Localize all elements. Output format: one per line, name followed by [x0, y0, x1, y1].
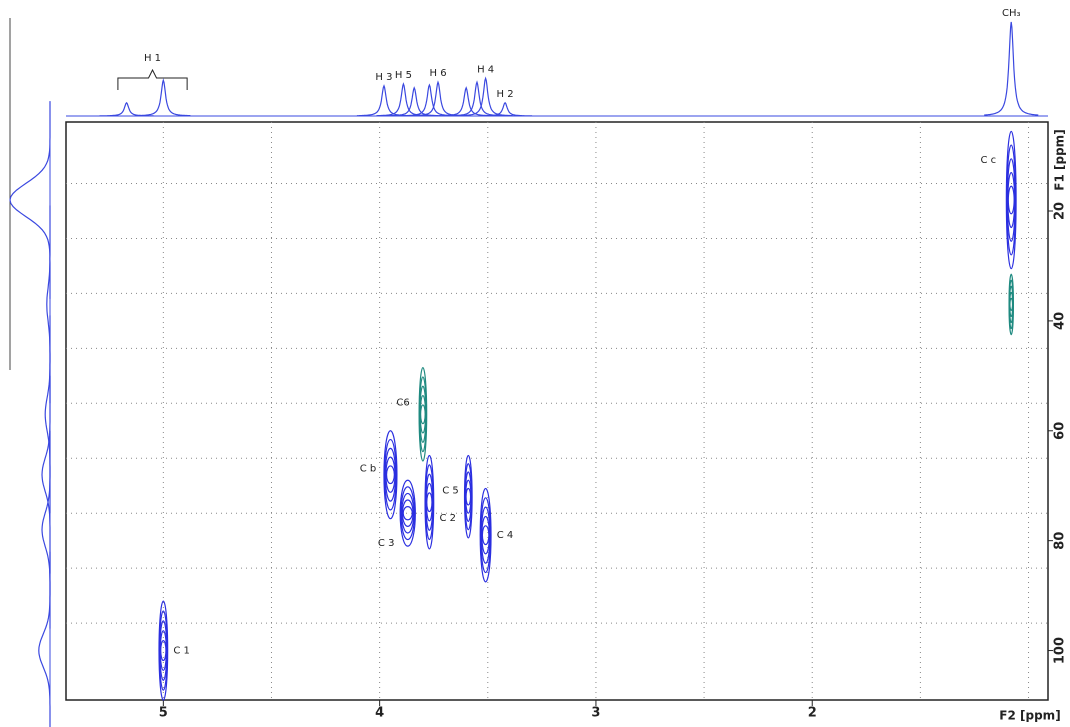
peak-label: H 2 — [497, 89, 514, 100]
peak-label: C 3 — [378, 538, 395, 549]
peak-label: H 5 — [395, 70, 412, 81]
projection-peak — [984, 21, 1039, 116]
projection-peak — [41, 430, 51, 629]
peak-label: C 5 — [442, 486, 459, 497]
projection-peak — [478, 101, 533, 117]
y-tick-label: 100 — [1053, 637, 1068, 664]
peak-label: H 6 — [430, 68, 447, 79]
projection-peak — [387, 86, 442, 117]
projection-peak — [38, 551, 51, 727]
projection-peak — [356, 84, 411, 117]
y-tick-label: 60 — [1053, 422, 1068, 440]
x-tick-label: 5 — [159, 706, 168, 721]
projection-peak — [136, 78, 191, 117]
x-tick-label: 2 — [808, 706, 817, 721]
peak-label: C c — [981, 155, 997, 166]
contour — [160, 640, 167, 662]
peak-label: CH₃ — [1002, 8, 1021, 19]
contour — [399, 479, 416, 547]
peak-label: C 1 — [173, 646, 190, 657]
projection-peak — [439, 86, 494, 117]
contour — [385, 456, 396, 493]
contour — [385, 465, 395, 485]
contour — [1009, 297, 1014, 312]
y-tick-label: 80 — [1053, 532, 1068, 550]
contour — [384, 447, 397, 502]
peak-label: C b — [360, 464, 377, 475]
projection-peak — [41, 375, 51, 574]
x-tick-label: 3 — [591, 706, 600, 721]
contour — [384, 438, 397, 511]
projection-peak — [99, 101, 154, 117]
contour — [383, 430, 398, 520]
plot-frame — [65, 121, 1049, 701]
peak-label: H 3 — [375, 72, 392, 83]
contour — [420, 404, 426, 425]
x-axis-label: F2 [ppm] — [999, 709, 1060, 723]
peak-label: C6 — [396, 397, 409, 408]
contour — [400, 486, 416, 541]
y-tick-label: 40 — [1053, 312, 1068, 330]
bracket-label: H 1 — [144, 53, 161, 64]
x-tick-label: 4 — [375, 706, 384, 721]
contour — [401, 499, 414, 527]
contour — [402, 506, 413, 521]
contour — [426, 492, 433, 513]
projection-peak — [458, 76, 513, 117]
contour — [481, 525, 490, 546]
contour — [1007, 185, 1015, 215]
projection-peak — [9, 101, 51, 299]
y-tick-label: 20 — [1053, 202, 1068, 220]
peak-label: C 4 — [497, 530, 514, 541]
peak-label: H 4 — [477, 64, 494, 75]
contour — [465, 487, 472, 506]
peak-label: C 2 — [439, 513, 456, 524]
bracket — [117, 68, 188, 90]
contour — [401, 492, 415, 534]
y-axis-label: F1 [ppm] — [1053, 129, 1067, 190]
